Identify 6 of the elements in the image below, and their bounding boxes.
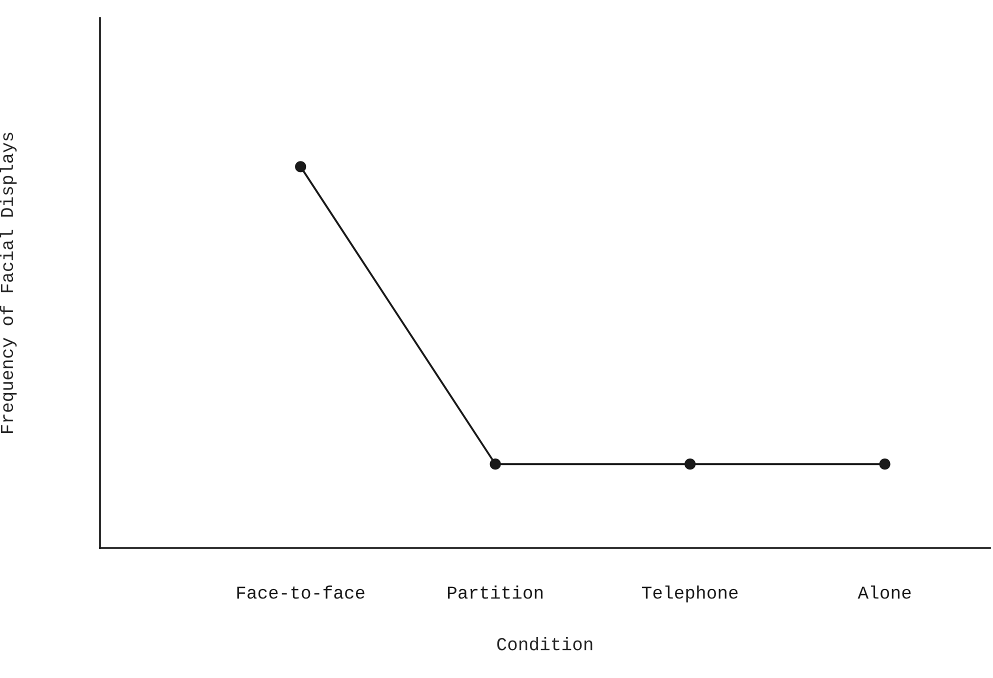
x-tick-label: Alone (858, 586, 911, 599)
x-tick-label: Partition (448, 586, 543, 599)
x-tick-label: Telephone (642, 586, 738, 602)
x-axis-title: Condition (497, 637, 592, 650)
x-tick-label: Face-to-face (237, 586, 364, 599)
y-axis-title: Frequency of Facial Displays (0, 132, 17, 433)
